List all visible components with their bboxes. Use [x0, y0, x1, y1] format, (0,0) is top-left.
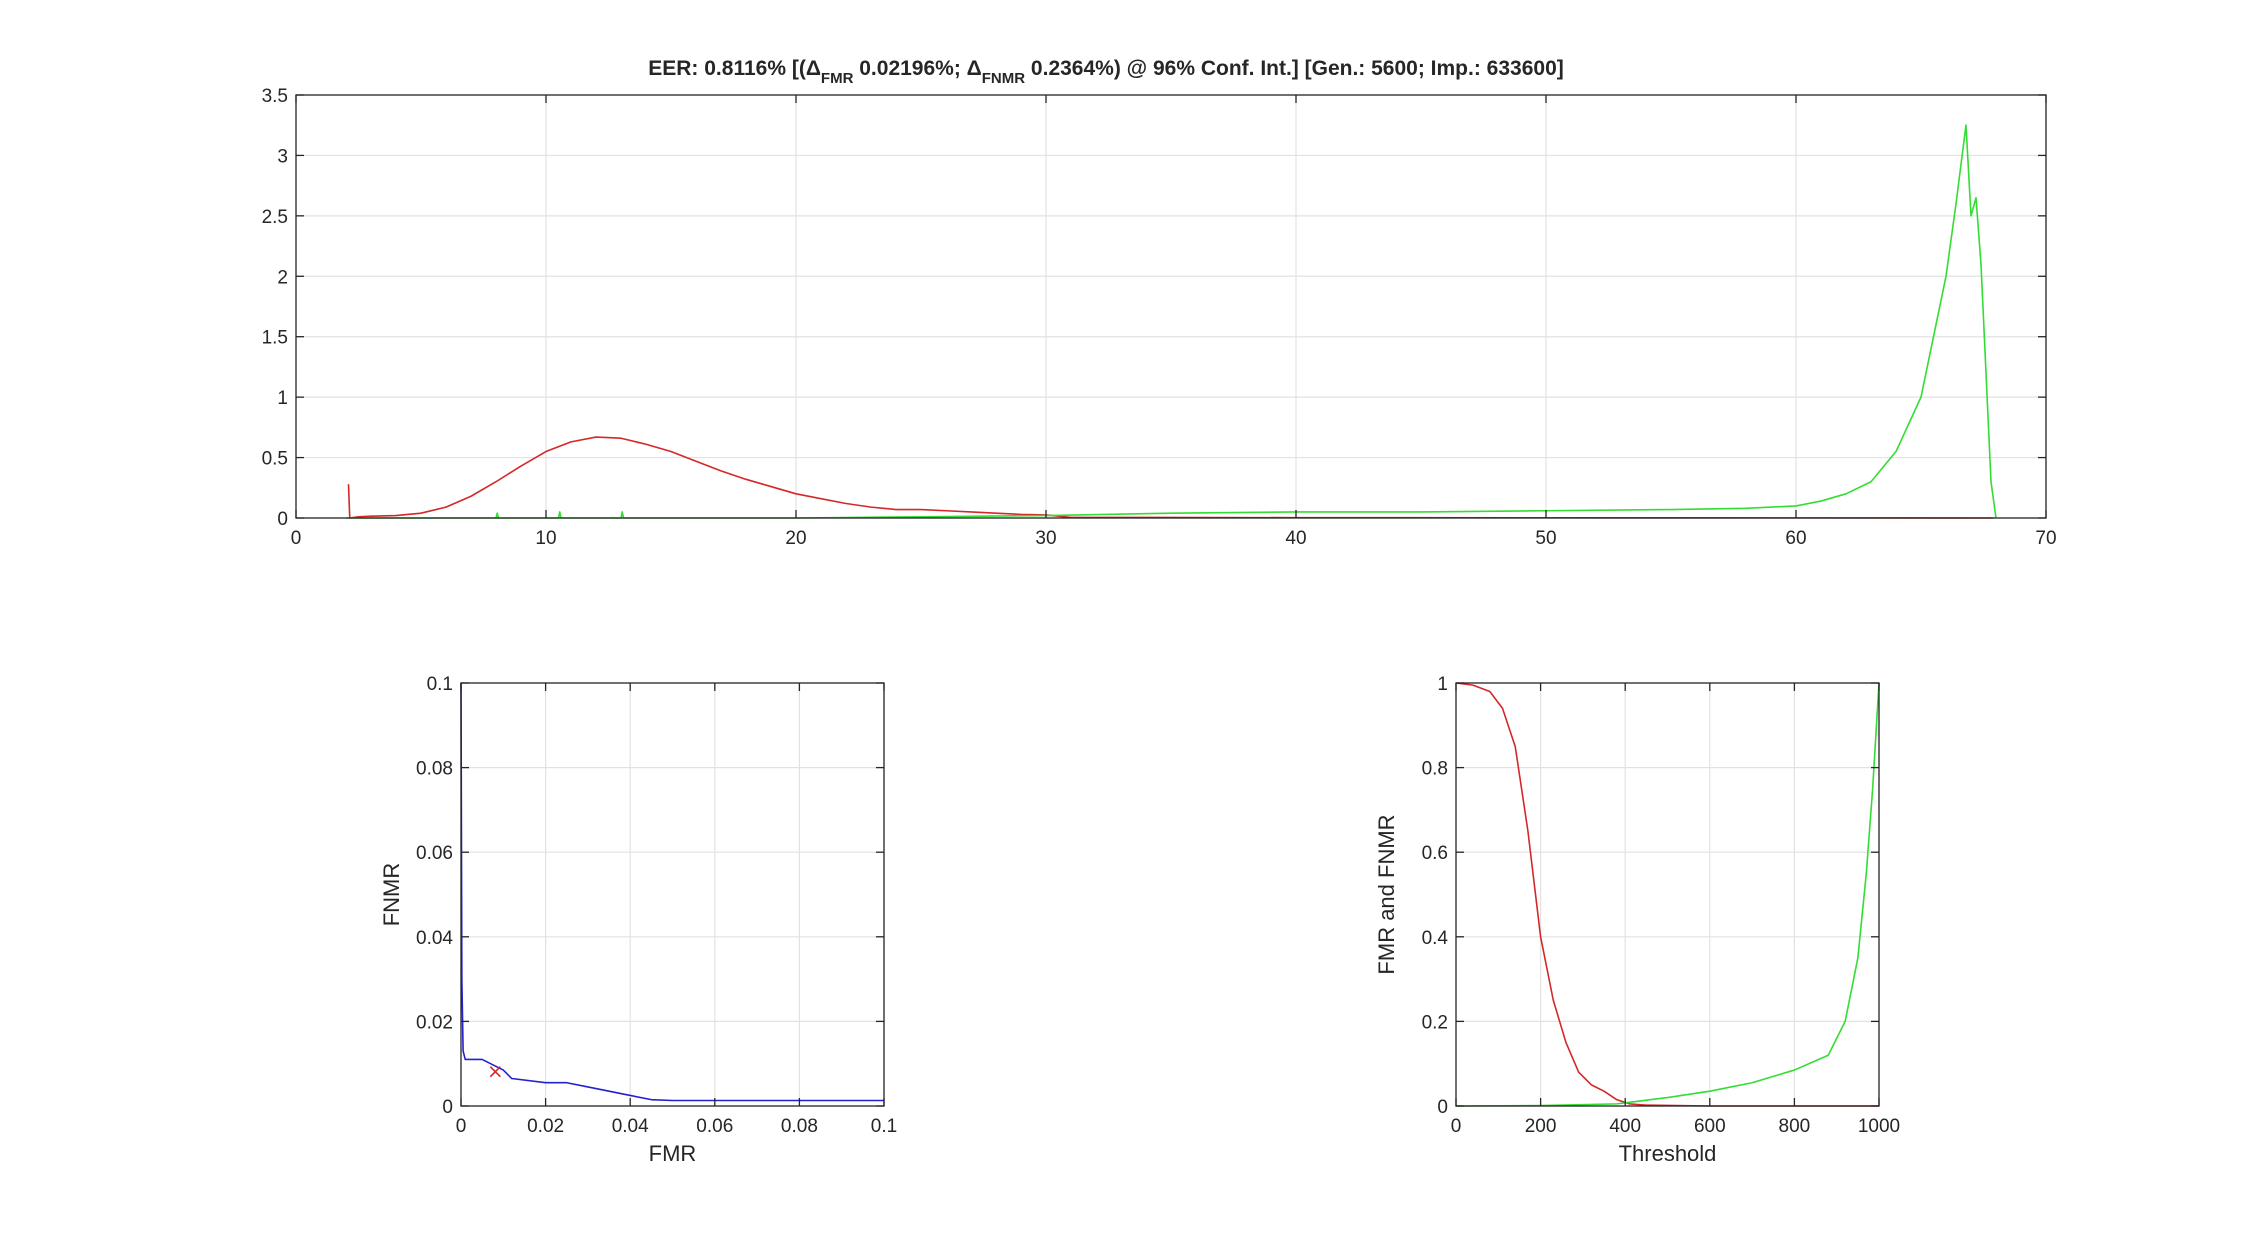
y-tick-label: 0.2	[1422, 1012, 1448, 1033]
axes-box	[460, 682, 885, 1107]
y-tick-label: 0.8	[1422, 759, 1448, 780]
y-tick-label: 0.04	[416, 928, 453, 949]
x-tick-label: 0.06	[696, 1116, 733, 1137]
score-distributions-series-line-2	[346, 124, 1997, 519]
x-tick-label: 20	[785, 528, 806, 549]
x-tick-label: 800	[1779, 1116, 1811, 1137]
y-tick-label: 0.4	[1422, 928, 1449, 949]
y-tick-label: 1	[277, 388, 288, 409]
det-curve-axes: 0 0.02 0.04 0.06 0.08 0.1 0 0.02 0.04 0.06 0.08 0.1…	[379, 674, 897, 1166]
y-axis-label: FNMR	[379, 863, 404, 927]
fmr-fnmr-vs-threshold-series-line-1	[1455, 682, 1879, 1107]
y-axis-label: FMR and FNMR	[1374, 814, 1399, 974]
fmr-fnmr-vs-threshold-series-line-2	[1455, 682, 1880, 1107]
fmr-fnmr-vs-threshold-axes: 0 200 400 600 800 1000 0 0.2 0.4 0.6 0.8 1 Threshold…	[1374, 674, 1900, 1166]
y-tick-label: 0.06	[416, 843, 453, 864]
x-tick-label: 50	[1535, 528, 1556, 549]
y-tick-label: 1.5	[262, 328, 288, 349]
det-curve-series-line-1	[460, 682, 884, 1102]
score-distributions-series-line-1	[347, 436, 1994, 519]
x-tick-label: 0.04	[612, 1116, 649, 1137]
x-tick-label: 0	[456, 1116, 467, 1137]
x-tick-label: 0	[1451, 1116, 1462, 1137]
title-text: EER: 0.8116% [(Δ	[648, 57, 821, 80]
x-axis-label: FMR	[649, 1141, 697, 1166]
axes-box	[1455, 682, 1880, 1107]
title-text: 0.2364%) @ 96% Conf. Int.] [Gen.: 5600; …	[1025, 57, 1564, 80]
x-tick-label: 60	[1785, 528, 1806, 549]
eer-marker	[489, 1066, 501, 1078]
y-tick-label: 2.5	[262, 207, 288, 228]
x-tick-label: 10	[535, 528, 556, 549]
y-tick-label: 0	[277, 509, 288, 530]
y-tick-label: 0.02	[416, 1012, 453, 1033]
title-text: 0.02196%; Δ	[853, 57, 981, 80]
y-tick-label: 0.5	[262, 449, 288, 470]
figure-title: EER: 0.8116% [(ΔFMR 0.02196%; ΔFNMR 0.23…	[648, 57, 1564, 87]
y-tick-label: 0.08	[416, 759, 453, 780]
y-tick-label: 2	[277, 267, 288, 288]
score-distributions-axes: 0 10 20 30 40 50 60 70 0 0.5 1 1.5 2 2.5 3 3.5	[262, 86, 2057, 549]
x-tick-label: 40	[1285, 528, 1306, 549]
axes-box	[295, 94, 2047, 519]
x-tick-label: 0	[291, 528, 302, 549]
x-tick-label: 30	[1035, 528, 1056, 549]
y-tick-label: 0.1	[427, 674, 453, 695]
title-subscript: FMR	[821, 70, 854, 87]
y-tick-label: 0.6	[1422, 843, 1448, 864]
x-tick-label: 400	[1609, 1116, 1641, 1137]
x-tick-label: 1000	[1858, 1116, 1900, 1137]
x-tick-label: 600	[1694, 1116, 1726, 1137]
x-tick-label: 0.1	[871, 1116, 897, 1137]
x-tick-label: 70	[2035, 528, 2056, 549]
y-tick-label: 3	[277, 146, 288, 167]
y-tick-label: 3.5	[262, 86, 288, 107]
x-tick-label: 0.08	[781, 1116, 818, 1137]
x-tick-label: 200	[1525, 1116, 1557, 1137]
x-axis-label: Threshold	[1619, 1141, 1717, 1166]
y-tick-label: 0	[442, 1097, 453, 1118]
x-tick-label: 0.02	[527, 1116, 564, 1137]
title-subscript: FNMR	[982, 70, 1025, 87]
y-tick-label: 0	[1437, 1097, 1448, 1118]
y-tick-label: 1	[1437, 674, 1448, 695]
